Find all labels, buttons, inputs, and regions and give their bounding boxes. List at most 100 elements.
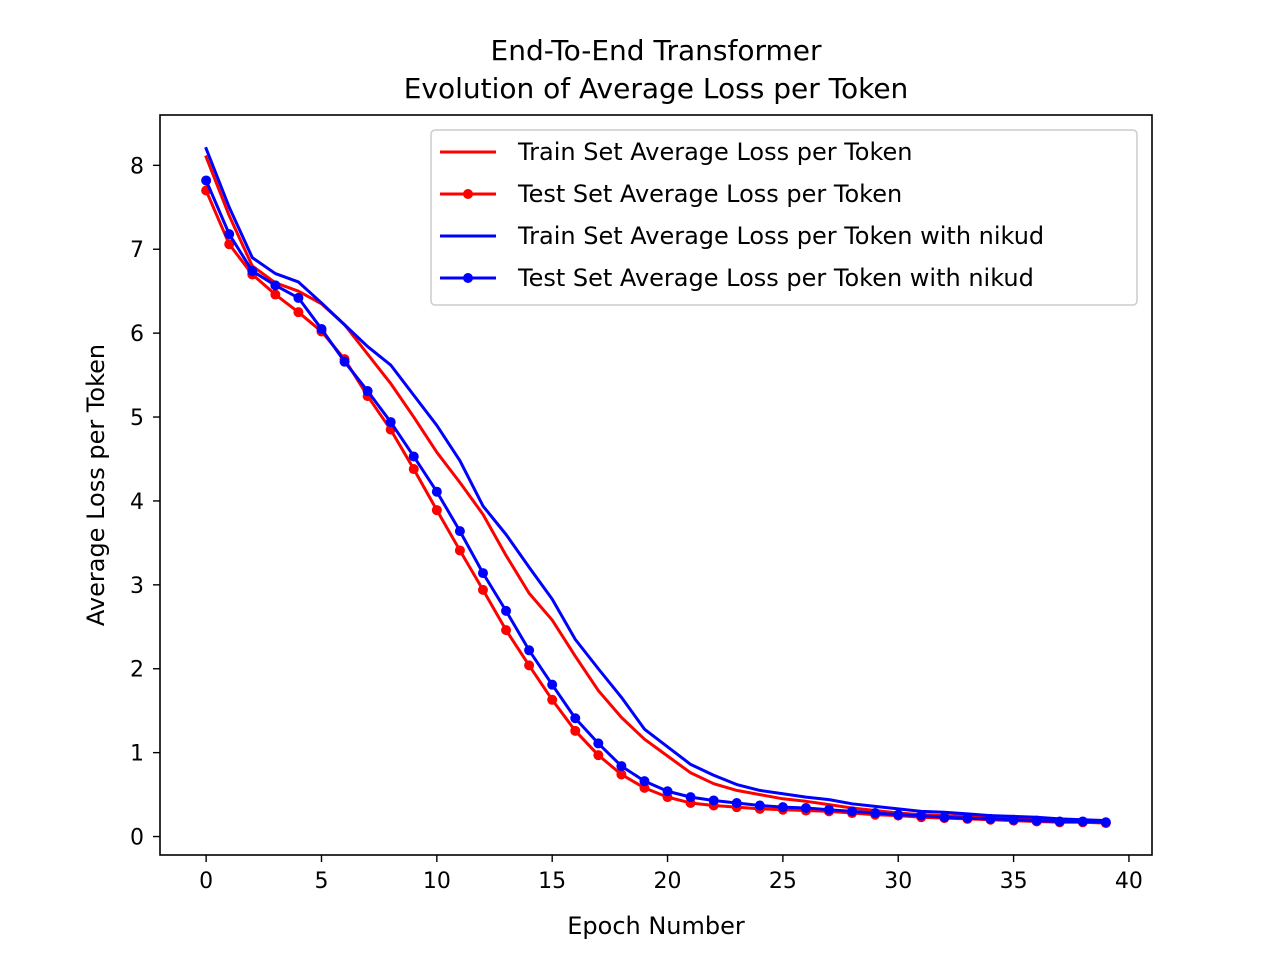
y-tick-label: 7: [130, 238, 144, 263]
legend-label: Train Set Average Loss per Token with ni…: [517, 222, 1044, 250]
legend-marker: [463, 189, 473, 199]
data-point: [454, 545, 465, 556]
chart-title-line-2: Evolution of Average Loss per Token: [404, 72, 909, 105]
data-point: [870, 808, 881, 819]
series-line: [204, 146, 1108, 823]
data-point: [247, 266, 258, 277]
legend-label: Test Set Average Loss per Token: [517, 180, 902, 208]
y-axis-label: Average Loss per Token: [82, 344, 110, 626]
data-point: [501, 605, 512, 616]
data-point: [270, 280, 281, 291]
data-point: [408, 464, 419, 475]
series-line: [204, 155, 1108, 823]
x-tick-label: 5: [314, 869, 328, 894]
data-point: [293, 307, 304, 318]
data-point: [524, 660, 535, 671]
y-tick-label: 0: [130, 826, 144, 851]
x-tick-label: 20: [654, 869, 682, 894]
legend-label: Train Set Average Loss per Token: [517, 138, 913, 166]
x-tick-label: 10: [423, 869, 451, 894]
y-tick-label: 5: [130, 406, 144, 431]
y-tick-label: 2: [130, 658, 144, 683]
data-point: [708, 795, 719, 806]
series-1: [204, 155, 1108, 823]
data-point: [201, 175, 212, 186]
data-point: [1054, 816, 1065, 827]
data-point: [339, 356, 350, 367]
legend-entries: Train Set Average Loss per Token Test Set…: [440, 138, 1044, 292]
axes-frame: [159, 114, 1153, 856]
y-axis: 0 1 2 3 4 5 6 7 8: [130, 154, 160, 851]
y-tick-label: 4: [130, 490, 144, 515]
x-tick-label: 25: [769, 869, 797, 894]
data-point: [1100, 817, 1111, 828]
data-point: [431, 486, 442, 497]
data-point: [270, 289, 281, 300]
series-line: [204, 178, 1108, 824]
data-point: [939, 812, 950, 823]
data-point: [1008, 814, 1019, 825]
legend-box: [430, 129, 1138, 306]
data-point: [224, 229, 235, 240]
x-tick-label: 40: [1115, 869, 1143, 894]
data-point: [616, 769, 627, 780]
data-point: [454, 526, 465, 537]
data-point: [893, 809, 904, 820]
x-axis: 0 5 10 15 20 25 30 35 40: [199, 855, 1143, 894]
data-point: [570, 725, 581, 736]
data-point: [754, 800, 765, 811]
x-tick-label: 30: [884, 869, 912, 894]
data-point: [685, 792, 696, 803]
legend-marker: [463, 273, 473, 283]
x-tick-label: 35: [1000, 869, 1028, 894]
x-tick-label: 0: [199, 869, 213, 894]
data-point: [547, 694, 558, 705]
data-point: [593, 738, 604, 749]
data-point: [916, 810, 927, 821]
legend-label: Test Set Average Loss per Token with nik…: [517, 264, 1034, 292]
y-tick-label: 1: [130, 742, 144, 767]
data-point: [316, 323, 327, 334]
data-point: [408, 451, 419, 462]
y-tick-label: 8: [130, 154, 144, 179]
data-point: [1031, 815, 1042, 826]
data-point: [824, 804, 835, 815]
data-point: [662, 786, 673, 797]
data-point: [547, 679, 558, 690]
y-tick-label: 3: [130, 574, 144, 599]
data-point: [962, 813, 973, 824]
data-point: [385, 417, 396, 428]
series-3: [204, 146, 1108, 823]
data-point: [800, 803, 811, 814]
x-tick-label: 15: [538, 869, 566, 894]
legend-entry: Train Set Average Loss per Token: [440, 138, 913, 166]
data-point: [362, 386, 373, 397]
data-point: [501, 625, 512, 636]
data-point: [616, 761, 627, 772]
x-axis-label: Epoch Number: [567, 912, 745, 940]
data-point: [477, 584, 488, 595]
data-point: [847, 806, 858, 817]
legend-entry: Test Set Average Loss per Token with nik…: [440, 264, 1034, 292]
data-point: [477, 568, 488, 579]
data-point: [1077, 816, 1088, 827]
data-point: [731, 797, 742, 808]
data-point: [593, 750, 604, 761]
legend-entry: Train Set Average Loss per Token with ni…: [440, 222, 1044, 250]
y-tick-label: 6: [130, 322, 144, 347]
plot-area: [201, 146, 1111, 829]
legend: Train Set Average Loss per Token Test Set…: [430, 129, 1138, 306]
chart-title-line-1: End-To-End Transformer: [491, 34, 822, 67]
data-point: [639, 776, 650, 787]
data-point: [985, 813, 996, 824]
data-point: [224, 239, 235, 250]
data-point: [777, 802, 788, 813]
data-point: [524, 645, 535, 656]
series-4: [201, 175, 1111, 828]
data-point: [570, 713, 581, 724]
legend-entry: Test Set Average Loss per Token: [440, 180, 902, 208]
data-point: [431, 505, 442, 516]
data-point: [293, 292, 304, 303]
